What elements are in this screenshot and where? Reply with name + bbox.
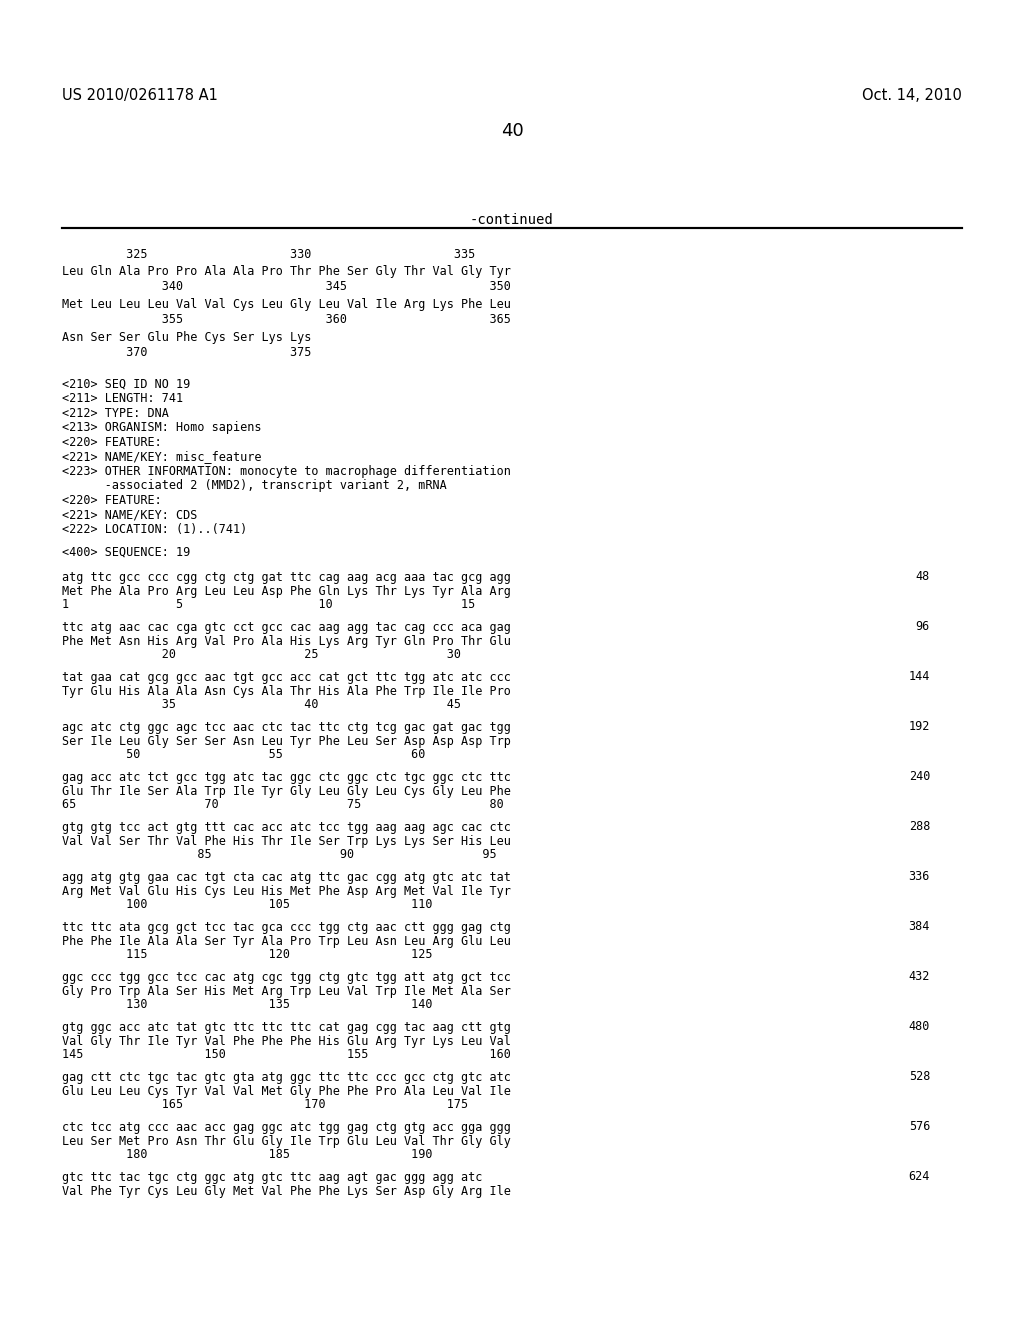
Text: <210> SEQ ID NO 19: <210> SEQ ID NO 19	[62, 378, 190, 391]
Text: tat gaa cat gcg gcc aac tgt gcc acc cat gct ttc tgg atc atc ccc: tat gaa cat gcg gcc aac tgt gcc acc cat …	[62, 671, 511, 684]
Text: -continued: -continued	[470, 213, 554, 227]
Text: 576: 576	[908, 1121, 930, 1134]
Text: Met Leu Leu Leu Val Val Cys Leu Gly Leu Val Ile Arg Lys Phe Leu: Met Leu Leu Leu Val Val Cys Leu Gly Leu …	[62, 298, 511, 312]
Text: <220> FEATURE:: <220> FEATURE:	[62, 494, 162, 507]
Text: 528: 528	[908, 1071, 930, 1084]
Text: 115                 120                 125: 115 120 125	[62, 949, 432, 961]
Text: 340                    345                    350: 340 345 350	[62, 280, 511, 293]
Text: Oct. 14, 2010: Oct. 14, 2010	[862, 88, 962, 103]
Text: Gly Pro Trp Ala Ser His Met Arg Trp Leu Val Trp Ile Met Ala Ser: Gly Pro Trp Ala Ser His Met Arg Trp Leu …	[62, 985, 511, 998]
Text: <400> SEQUENCE: 19: <400> SEQUENCE: 19	[62, 545, 190, 558]
Text: Ser Ile Leu Gly Ser Ser Asn Leu Tyr Phe Leu Ser Asp Asp Asp Trp: Ser Ile Leu Gly Ser Ser Asn Leu Tyr Phe …	[62, 734, 511, 747]
Text: 370                    375: 370 375	[62, 346, 311, 359]
Text: <222> LOCATION: (1)..(741): <222> LOCATION: (1)..(741)	[62, 523, 247, 536]
Text: ctc tcc atg ccc aac acc gag ggc atc tgg gag ctg gtg acc gga ggg: ctc tcc atg ccc aac acc gag ggc atc tgg …	[62, 1121, 511, 1134]
Text: Val Phe Tyr Cys Leu Gly Met Val Phe Phe Lys Ser Asp Gly Arg Ile: Val Phe Tyr Cys Leu Gly Met Val Phe Phe …	[62, 1184, 511, 1197]
Text: 144: 144	[908, 671, 930, 684]
Text: Glu Thr Ile Ser Ala Trp Ile Tyr Gly Leu Gly Leu Cys Gly Leu Phe: Glu Thr Ile Ser Ala Trp Ile Tyr Gly Leu …	[62, 784, 511, 797]
Text: gag acc atc tct gcc tgg atc tac ggc ctc ggc ctc tgc ggc ctc ttc: gag acc atc tct gcc tgg atc tac ggc ctc …	[62, 771, 511, 784]
Text: <220> FEATURE:: <220> FEATURE:	[62, 436, 162, 449]
Text: Leu Gln Ala Pro Pro Ala Ala Pro Thr Phe Ser Gly Thr Val Gly Tyr: Leu Gln Ala Pro Pro Ala Ala Pro Thr Phe …	[62, 265, 511, 279]
Text: 384: 384	[908, 920, 930, 933]
Text: agc atc ctg ggc agc tcc aac ctc tac ttc ctg tcg gac gat gac tgg: agc atc ctg ggc agc tcc aac ctc tac ttc …	[62, 721, 511, 734]
Text: 100                 105                 110: 100 105 110	[62, 899, 432, 912]
Text: <213> ORGANISM: Homo sapiens: <213> ORGANISM: Homo sapiens	[62, 421, 261, 434]
Text: 355                    360                    365: 355 360 365	[62, 313, 511, 326]
Text: Arg Met Val Glu His Cys Leu His Met Phe Asp Arg Met Val Ile Tyr: Arg Met Val Glu His Cys Leu His Met Phe …	[62, 884, 511, 898]
Text: 240: 240	[908, 771, 930, 784]
Text: <223> OTHER INFORMATION: monocyte to macrophage differentiation: <223> OTHER INFORMATION: monocyte to mac…	[62, 465, 511, 478]
Text: 180                 185                 190: 180 185 190	[62, 1148, 432, 1162]
Text: Leu Ser Met Pro Asn Thr Glu Gly Ile Trp Glu Leu Val Thr Gly Gly: Leu Ser Met Pro Asn Thr Glu Gly Ile Trp …	[62, 1134, 511, 1147]
Text: Phe Phe Ile Ala Ala Ser Tyr Ala Pro Trp Leu Asn Leu Arg Glu Leu: Phe Phe Ile Ala Ala Ser Tyr Ala Pro Trp …	[62, 935, 511, 948]
Text: US 2010/0261178 A1: US 2010/0261178 A1	[62, 88, 218, 103]
Text: 48: 48	[915, 570, 930, 583]
Text: agg atg gtg gaa cac tgt cta cac atg ttc gac cgg atg gtc atc tat: agg atg gtg gaa cac tgt cta cac atg ttc …	[62, 870, 511, 883]
Text: 1               5                   10                  15: 1 5 10 15	[62, 598, 475, 611]
Text: Phe Met Asn His Arg Val Pro Ala His Lys Arg Tyr Gln Pro Thr Glu: Phe Met Asn His Arg Val Pro Ala His Lys …	[62, 635, 511, 648]
Text: gag ctt ctc tgc tac gtc gta atg ggc ttc ttc ccc gcc ctg gtc atc: gag ctt ctc tgc tac gtc gta atg ggc ttc …	[62, 1071, 511, 1084]
Text: <211> LENGTH: 741: <211> LENGTH: 741	[62, 392, 183, 405]
Text: 96: 96	[915, 620, 930, 634]
Text: 20                  25                  30: 20 25 30	[62, 648, 461, 661]
Text: 35                  40                  45: 35 40 45	[62, 698, 461, 711]
Text: Asn Ser Ser Glu Phe Cys Ser Lys Lys: Asn Ser Ser Glu Phe Cys Ser Lys Lys	[62, 331, 311, 345]
Text: 288: 288	[908, 821, 930, 833]
Text: 480: 480	[908, 1020, 930, 1034]
Text: 145                 150                 155                 160: 145 150 155 160	[62, 1048, 511, 1061]
Text: 624: 624	[908, 1171, 930, 1184]
Text: ttc ttc ata gcg gct tcc tac gca ccc tgg ctg aac ctt ggg gag ctg: ttc ttc ata gcg gct tcc tac gca ccc tgg …	[62, 920, 511, 933]
Text: 65                  70                  75                  80: 65 70 75 80	[62, 799, 504, 812]
Text: 192: 192	[908, 721, 930, 734]
Text: 130                 135                 140: 130 135 140	[62, 998, 432, 1011]
Text: 40: 40	[501, 121, 523, 140]
Text: -associated 2 (MMD2), transcript variant 2, mRNA: -associated 2 (MMD2), transcript variant…	[62, 479, 446, 492]
Text: 336: 336	[908, 870, 930, 883]
Text: <221> NAME/KEY: misc_feature: <221> NAME/KEY: misc_feature	[62, 450, 261, 463]
Text: Val Gly Thr Ile Tyr Val Phe Phe Phe His Glu Arg Tyr Lys Leu Val: Val Gly Thr Ile Tyr Val Phe Phe Phe His …	[62, 1035, 511, 1048]
Text: <212> TYPE: DNA: <212> TYPE: DNA	[62, 407, 169, 420]
Text: ttc atg aac cac cga gtc cct gcc cac aag agg tac cag ccc aca gag: ttc atg aac cac cga gtc cct gcc cac aag …	[62, 620, 511, 634]
Text: Met Phe Ala Pro Arg Leu Leu Asp Phe Gln Lys Thr Lys Tyr Ala Arg: Met Phe Ala Pro Arg Leu Leu Asp Phe Gln …	[62, 585, 511, 598]
Text: atg ttc gcc ccc cgg ctg ctg gat ttc cag aag acg aaa tac gcg agg: atg ttc gcc ccc cgg ctg ctg gat ttc cag …	[62, 570, 511, 583]
Text: gtc ttc tac tgc ctg ggc atg gtc ttc aag agt gac ggg agg atc: gtc ttc tac tgc ctg ggc atg gtc ttc aag …	[62, 1171, 482, 1184]
Text: 85                  90                  95: 85 90 95	[62, 849, 497, 862]
Text: ggc ccc tgg gcc tcc cac atg cgc tgg ctg gtc tgg att atg gct tcc: ggc ccc tgg gcc tcc cac atg cgc tgg ctg …	[62, 970, 511, 983]
Text: 432: 432	[908, 970, 930, 983]
Text: 165                 170                 175: 165 170 175	[62, 1098, 468, 1111]
Text: gtg ggc acc atc tat gtc ttc ttc ttc cat gag cgg tac aag ctt gtg: gtg ggc acc atc tat gtc ttc ttc ttc cat …	[62, 1020, 511, 1034]
Text: Tyr Glu His Ala Ala Asn Cys Ala Thr His Ala Phe Trp Ile Ile Pro: Tyr Glu His Ala Ala Asn Cys Ala Thr His …	[62, 685, 511, 697]
Text: Glu Leu Leu Cys Tyr Val Val Met Gly Phe Phe Pro Ala Leu Val Ile: Glu Leu Leu Cys Tyr Val Val Met Gly Phe …	[62, 1085, 511, 1097]
Text: 50                  55                  60: 50 55 60	[62, 748, 425, 762]
Text: gtg gtg tcc act gtg ttt cac acc atc tcc tgg aag aag agc cac ctc: gtg gtg tcc act gtg ttt cac acc atc tcc …	[62, 821, 511, 833]
Text: Val Val Ser Thr Val Phe His Thr Ile Ser Trp Lys Lys Ser His Leu: Val Val Ser Thr Val Phe His Thr Ile Ser …	[62, 834, 511, 847]
Text: <221> NAME/KEY: CDS: <221> NAME/KEY: CDS	[62, 508, 198, 521]
Text: 325                    330                    335: 325 330 335	[62, 248, 475, 261]
